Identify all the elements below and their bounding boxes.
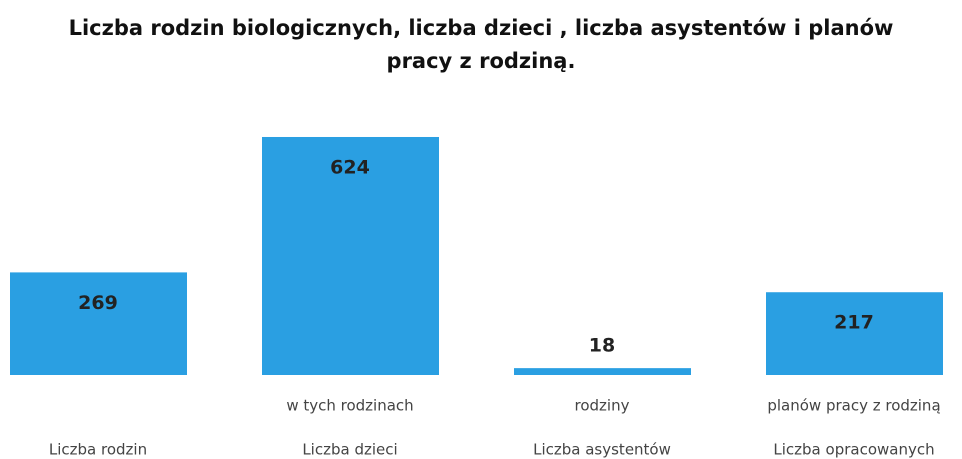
x-tick-sublabel: w tych rodzinach	[286, 397, 413, 415]
bar	[514, 368, 691, 375]
x-tick-sublabel: rodziny	[575, 397, 630, 415]
x-tick-label: Liczba asystentów	[533, 441, 671, 459]
data-label: 217	[834, 312, 874, 334]
x-tick-label: Liczba rodzin	[49, 441, 147, 459]
x-tick-label: Liczba opracowanych	[773, 441, 934, 459]
bar	[766, 292, 943, 375]
bar	[10, 272, 187, 375]
chart-title: Liczba rodzin biologicznych, liczba dzie…	[68, 16, 894, 73]
x-tick-sublabel: planów pracy z rodziną	[767, 397, 940, 415]
x-tick-label: Liczba dzieci	[302, 441, 397, 459]
bar	[262, 136, 439, 375]
data-label: 269	[78, 292, 118, 314]
data-label: 18	[589, 335, 615, 357]
data-label: 624	[330, 156, 370, 178]
